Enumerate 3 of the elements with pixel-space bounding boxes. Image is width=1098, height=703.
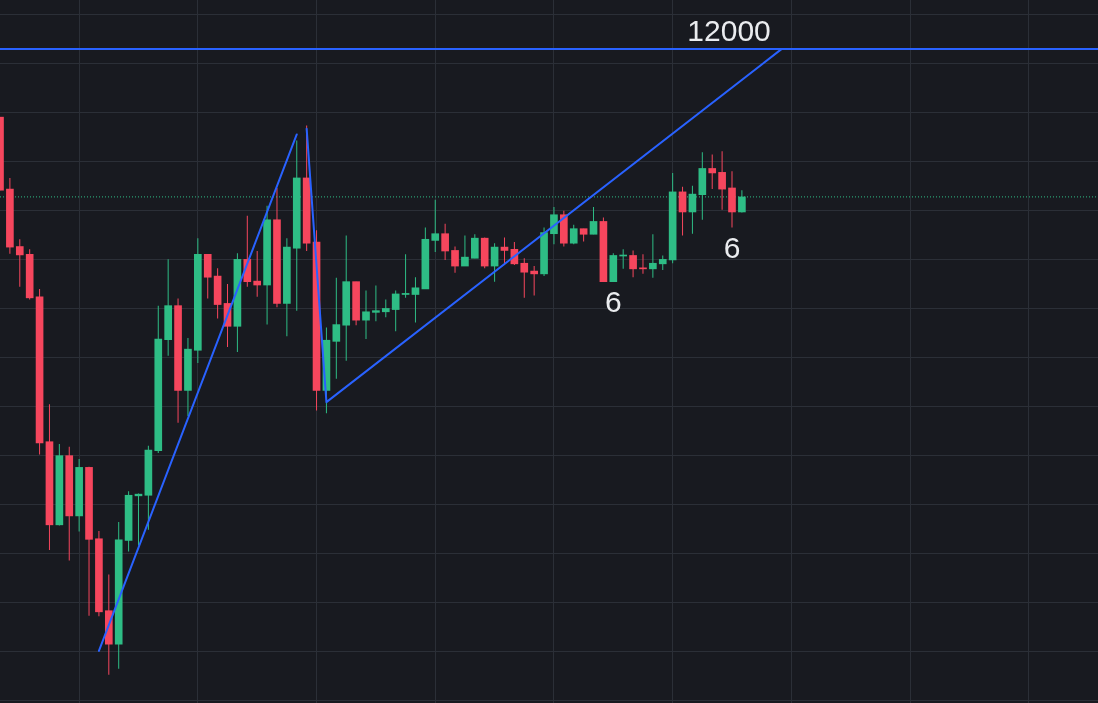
- text: 12000: [687, 13, 771, 47]
- text: 6: [723, 230, 741, 264]
- text: 6: [604, 284, 622, 318]
